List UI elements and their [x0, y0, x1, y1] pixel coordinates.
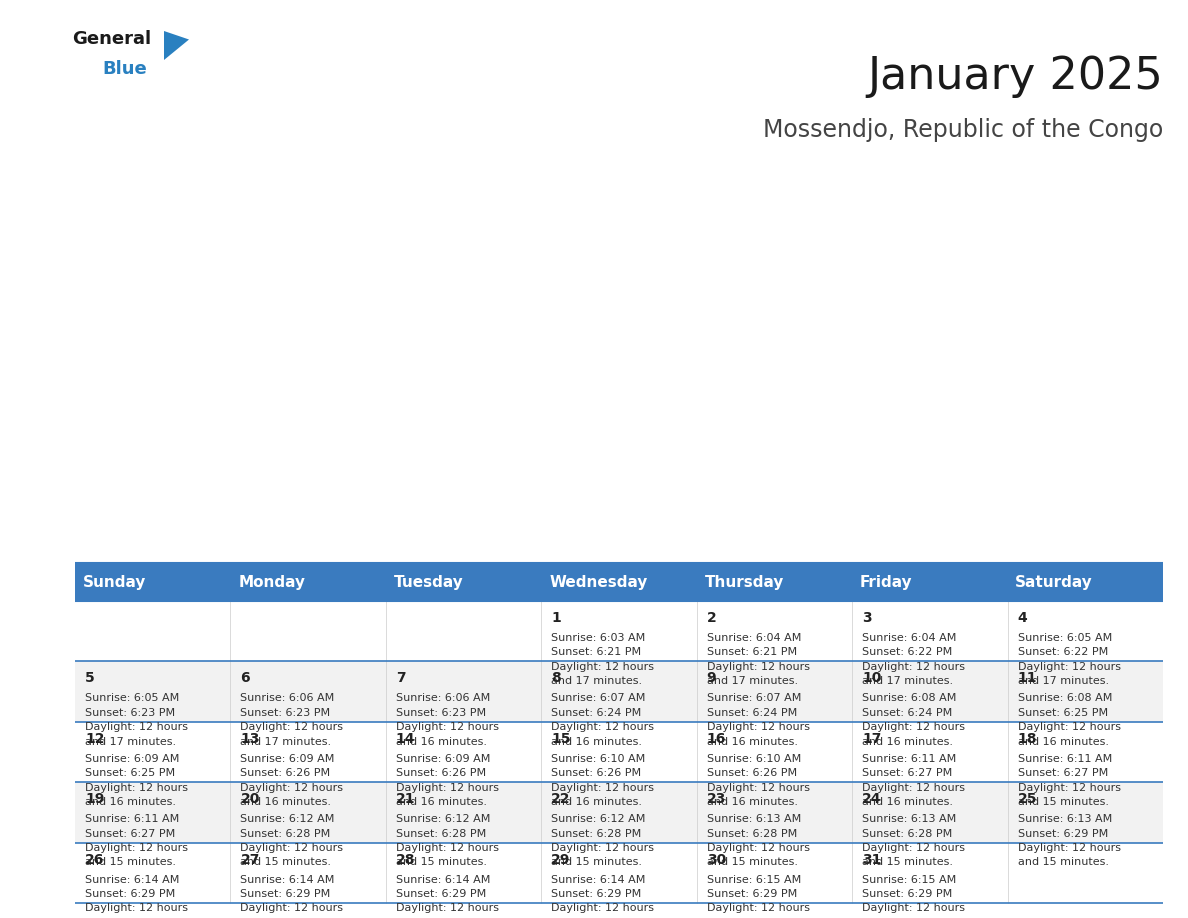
Text: 22: 22 [551, 792, 570, 806]
Text: Sunrise: 6:03 AM
Sunset: 6:21 PM
Daylight: 12 hours
and 17 minutes.: Sunrise: 6:03 AM Sunset: 6:21 PM Dayligh… [551, 633, 655, 686]
Text: Mossendjo, Republic of the Congo: Mossendjo, Republic of the Congo [763, 118, 1163, 142]
Text: 26: 26 [86, 853, 105, 867]
Text: 7: 7 [396, 671, 405, 686]
Text: 30: 30 [707, 853, 726, 867]
Text: Sunrise: 6:04 AM
Sunset: 6:22 PM
Daylight: 12 hours
and 17 minutes.: Sunrise: 6:04 AM Sunset: 6:22 PM Dayligh… [862, 633, 965, 686]
Text: 17: 17 [862, 732, 881, 745]
Text: Sunrise: 6:11 AM
Sunset: 6:27 PM
Daylight: 12 hours
and 16 minutes.: Sunrise: 6:11 AM Sunset: 6:27 PM Dayligh… [862, 754, 965, 807]
Bar [75, 843, 1163, 903]
Text: Sunrise: 6:09 AM
Sunset: 6:26 PM
Daylight: 12 hours
and 16 minutes.: Sunrise: 6:09 AM Sunset: 6:26 PM Dayligh… [240, 754, 343, 807]
Text: Tuesday: Tuesday [393, 575, 463, 589]
Text: 31: 31 [862, 853, 881, 867]
Bar [852, 563, 1007, 601]
Text: Wednesday: Wednesday [549, 575, 647, 589]
Text: Saturday: Saturday [1016, 575, 1093, 589]
Text: 5: 5 [86, 671, 95, 686]
Text: Sunrise: 6:06 AM
Sunset: 6:23 PM
Daylight: 12 hours
and 16 minutes.: Sunrise: 6:06 AM Sunset: 6:23 PM Dayligh… [396, 693, 499, 746]
Text: 11: 11 [1018, 671, 1037, 686]
Text: 12: 12 [86, 732, 105, 745]
Text: Sunrise: 6:09 AM
Sunset: 6:25 PM
Daylight: 12 hours
and 16 minutes.: Sunrise: 6:09 AM Sunset: 6:25 PM Dayligh… [86, 754, 188, 807]
Text: 2: 2 [707, 611, 716, 625]
Text: 10: 10 [862, 671, 881, 686]
Text: 18: 18 [1018, 732, 1037, 745]
Text: 23: 23 [707, 792, 726, 806]
Text: Friday: Friday [860, 575, 912, 589]
Bar [230, 563, 386, 601]
Text: 4: 4 [1018, 611, 1028, 625]
Text: 3: 3 [862, 611, 872, 625]
Text: Sunrise: 6:13 AM
Sunset: 6:28 PM
Daylight: 12 hours
and 15 minutes.: Sunrise: 6:13 AM Sunset: 6:28 PM Dayligh… [707, 814, 810, 868]
Text: Sunrise: 6:05 AM
Sunset: 6:22 PM
Daylight: 12 hours
and 17 minutes.: Sunrise: 6:05 AM Sunset: 6:22 PM Dayligh… [1018, 633, 1120, 686]
Text: 6: 6 [240, 671, 249, 686]
Text: Thursday: Thursday [704, 575, 784, 589]
Text: Sunrise: 6:08 AM
Sunset: 6:24 PM
Daylight: 12 hours
and 16 minutes.: Sunrise: 6:08 AM Sunset: 6:24 PM Dayligh… [862, 693, 965, 746]
Bar [696, 563, 852, 601]
Text: 28: 28 [396, 853, 416, 867]
Text: Sunrise: 6:14 AM
Sunset: 6:29 PM
Daylight: 12 hours
and 15 minutes.: Sunrise: 6:14 AM Sunset: 6:29 PM Dayligh… [86, 875, 188, 918]
Text: 27: 27 [240, 853, 260, 867]
Text: Blue: Blue [102, 60, 147, 78]
Text: Sunrise: 6:10 AM
Sunset: 6:26 PM
Daylight: 12 hours
and 16 minutes.: Sunrise: 6:10 AM Sunset: 6:26 PM Dayligh… [551, 754, 655, 807]
Text: 21: 21 [396, 792, 416, 806]
Text: Monday: Monday [239, 575, 305, 589]
Bar [75, 601, 1163, 661]
Text: Sunrise: 6:04 AM
Sunset: 6:21 PM
Daylight: 12 hours
and 17 minutes.: Sunrise: 6:04 AM Sunset: 6:21 PM Dayligh… [707, 633, 810, 686]
Bar [386, 563, 542, 601]
Text: 8: 8 [551, 671, 561, 686]
Polygon shape [164, 31, 189, 60]
Text: 24: 24 [862, 792, 881, 806]
Text: Sunrise: 6:14 AM
Sunset: 6:29 PM
Daylight: 12 hours
and 14 minutes.: Sunrise: 6:14 AM Sunset: 6:29 PM Dayligh… [240, 875, 343, 918]
Text: Sunrise: 6:12 AM
Sunset: 6:28 PM
Daylight: 12 hours
and 15 minutes.: Sunrise: 6:12 AM Sunset: 6:28 PM Dayligh… [396, 814, 499, 868]
Text: Sunrise: 6:14 AM
Sunset: 6:29 PM
Daylight: 12 hours
and 14 minutes.: Sunrise: 6:14 AM Sunset: 6:29 PM Dayligh… [551, 875, 655, 918]
Text: Sunrise: 6:07 AM
Sunset: 6:24 PM
Daylight: 12 hours
and 16 minutes.: Sunrise: 6:07 AM Sunset: 6:24 PM Dayligh… [707, 693, 810, 746]
Text: Sunrise: 6:12 AM
Sunset: 6:28 PM
Daylight: 12 hours
and 15 minutes.: Sunrise: 6:12 AM Sunset: 6:28 PM Dayligh… [240, 814, 343, 868]
Text: Sunrise: 6:12 AM
Sunset: 6:28 PM
Daylight: 12 hours
and 15 minutes.: Sunrise: 6:12 AM Sunset: 6:28 PM Dayligh… [551, 814, 655, 868]
Text: 29: 29 [551, 853, 570, 867]
Bar [75, 563, 230, 601]
Text: Sunrise: 6:09 AM
Sunset: 6:26 PM
Daylight: 12 hours
and 16 minutes.: Sunrise: 6:09 AM Sunset: 6:26 PM Dayligh… [396, 754, 499, 807]
Bar [75, 722, 1163, 782]
Bar [1007, 563, 1163, 601]
Text: Sunrise: 6:13 AM
Sunset: 6:28 PM
Daylight: 12 hours
and 15 minutes.: Sunrise: 6:13 AM Sunset: 6:28 PM Dayligh… [862, 814, 965, 868]
Bar [75, 782, 1163, 843]
Text: 14: 14 [396, 732, 416, 745]
Text: Sunrise: 6:07 AM
Sunset: 6:24 PM
Daylight: 12 hours
and 16 minutes.: Sunrise: 6:07 AM Sunset: 6:24 PM Dayligh… [551, 693, 655, 746]
Text: January 2025: January 2025 [867, 55, 1163, 98]
Text: General: General [72, 30, 151, 48]
Text: 25: 25 [1018, 792, 1037, 806]
Text: Sunrise: 6:08 AM
Sunset: 6:25 PM
Daylight: 12 hours
and 16 minutes.: Sunrise: 6:08 AM Sunset: 6:25 PM Dayligh… [1018, 693, 1120, 746]
Text: 20: 20 [240, 792, 260, 806]
Text: 19: 19 [86, 792, 105, 806]
Text: 1: 1 [551, 611, 561, 625]
Text: Sunrise: 6:13 AM
Sunset: 6:29 PM
Daylight: 12 hours
and 15 minutes.: Sunrise: 6:13 AM Sunset: 6:29 PM Dayligh… [1018, 814, 1120, 868]
Text: 16: 16 [707, 732, 726, 745]
Text: Sunrise: 6:15 AM
Sunset: 6:29 PM
Daylight: 12 hours
and 14 minutes.: Sunrise: 6:15 AM Sunset: 6:29 PM Dayligh… [862, 875, 965, 918]
Text: 9: 9 [707, 671, 716, 686]
Text: Sunrise: 6:10 AM
Sunset: 6:26 PM
Daylight: 12 hours
and 16 minutes.: Sunrise: 6:10 AM Sunset: 6:26 PM Dayligh… [707, 754, 810, 807]
Text: Sunrise: 6:11 AM
Sunset: 6:27 PM
Daylight: 12 hours
and 15 minutes.: Sunrise: 6:11 AM Sunset: 6:27 PM Dayligh… [1018, 754, 1120, 807]
Text: 13: 13 [240, 732, 260, 745]
Bar [75, 661, 1163, 722]
Text: 15: 15 [551, 732, 570, 745]
Text: Sunrise: 6:15 AM
Sunset: 6:29 PM
Daylight: 12 hours
and 14 minutes.: Sunrise: 6:15 AM Sunset: 6:29 PM Dayligh… [707, 875, 810, 918]
Text: Sunday: Sunday [83, 575, 146, 589]
Text: Sunrise: 6:14 AM
Sunset: 6:29 PM
Daylight: 12 hours
and 14 minutes.: Sunrise: 6:14 AM Sunset: 6:29 PM Dayligh… [396, 875, 499, 918]
Text: Sunrise: 6:06 AM
Sunset: 6:23 PM
Daylight: 12 hours
and 17 minutes.: Sunrise: 6:06 AM Sunset: 6:23 PM Dayligh… [240, 693, 343, 746]
Text: Sunrise: 6:11 AM
Sunset: 6:27 PM
Daylight: 12 hours
and 15 minutes.: Sunrise: 6:11 AM Sunset: 6:27 PM Dayligh… [86, 814, 188, 868]
Text: Sunrise: 6:05 AM
Sunset: 6:23 PM
Daylight: 12 hours
and 17 minutes.: Sunrise: 6:05 AM Sunset: 6:23 PM Dayligh… [86, 693, 188, 746]
Bar [542, 563, 696, 601]
